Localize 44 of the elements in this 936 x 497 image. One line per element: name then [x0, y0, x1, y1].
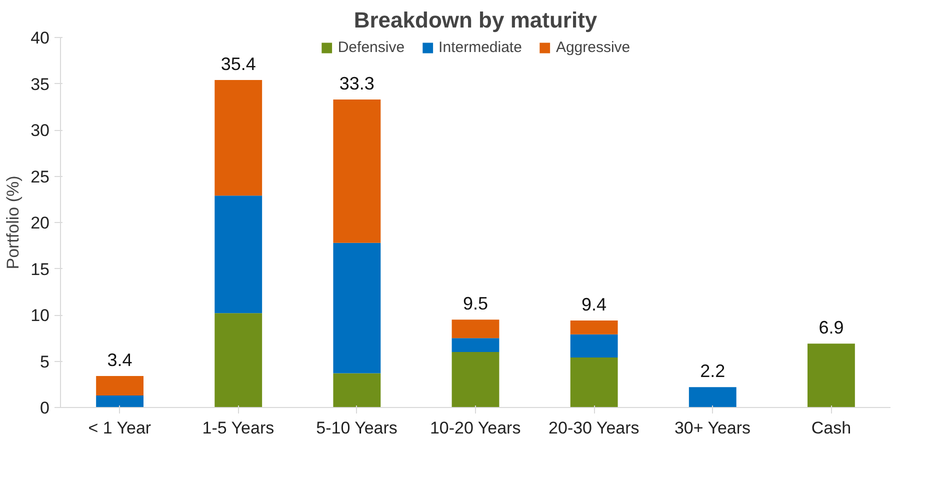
- legend-label: Intermediate: [438, 39, 522, 56]
- x-tick-label: < 1 Year: [88, 418, 152, 438]
- y-tick-label: 15: [30, 260, 50, 279]
- bar: [808, 344, 855, 408]
- x-tick-label: 20-30 Years: [548, 418, 640, 438]
- bar: [452, 352, 500, 408]
- x-tick-label: 5-10 Years: [316, 418, 398, 438]
- y-tick-label: 10: [30, 306, 50, 325]
- x-tick-label: 1-5 Years: [202, 418, 274, 438]
- bar: [333, 373, 381, 408]
- y-tick-label: 5: [40, 352, 50, 372]
- x-tick-label: 10-20 Years: [430, 418, 521, 438]
- y-tick-label: 0: [40, 398, 50, 418]
- total-label: 2.2: [700, 361, 726, 382]
- bar: [96, 395, 144, 408]
- y-tick-label: 25: [30, 167, 50, 186]
- bar: [570, 334, 618, 358]
- bar: [333, 99, 381, 243]
- x-tick-label: Cash: [811, 418, 852, 438]
- bar: [570, 358, 618, 408]
- bar: [214, 313, 262, 408]
- bar: [214, 80, 262, 196]
- bar: [333, 242, 381, 374]
- bar: [96, 376, 144, 396]
- y-axis-title: Portfolio (%): [4, 176, 23, 270]
- total-label: 9.5: [462, 294, 488, 314]
- y-tick-label: 20: [30, 214, 50, 232]
- bar: [688, 387, 736, 408]
- bar: [214, 196, 262, 314]
- legend-label: Defensive: [338, 39, 405, 56]
- total-label: 33.3: [339, 73, 374, 94]
- chart-title: Breakdown by maturity: [354, 8, 598, 32]
- y-tick-label: 40: [30, 28, 50, 48]
- y-tick-label: 30: [30, 121, 50, 140]
- y-tick-label: 35: [30, 74, 50, 94]
- total-label: 35.4: [220, 54, 256, 74]
- bar: [570, 320, 618, 334]
- total-label: 3.4: [107, 350, 132, 370]
- legend-label: Aggressive: [556, 39, 630, 56]
- bar: [452, 320, 500, 338]
- x-tick-label: 30+ Years: [674, 418, 751, 438]
- bar: [452, 338, 500, 352]
- total-label: 6.9: [818, 318, 844, 338]
- total-label: 9.4: [582, 294, 607, 315]
